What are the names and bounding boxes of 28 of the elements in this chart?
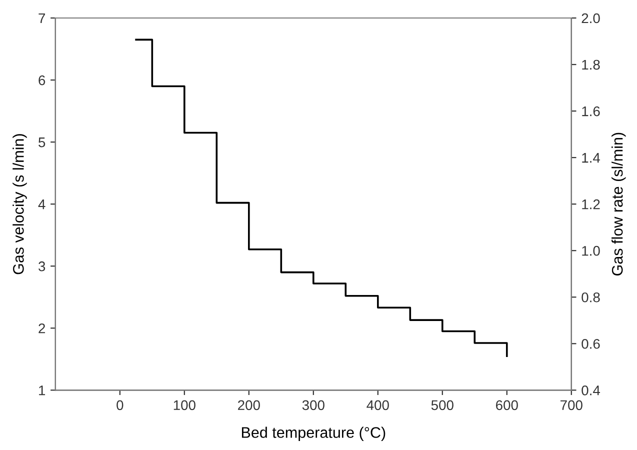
line-series — [135, 38, 508, 357]
x-tick-label: 200 — [238, 400, 260, 410]
y2-axis-title: Gas flow rate (sl/min) — [612, 132, 626, 276]
y2-tick-label: 1.8 — [582, 60, 600, 70]
x-axis-title: Bed temperature (°C) — [242, 426, 386, 441]
x-tick-label: 0 — [116, 400, 124, 410]
x-tick-label: 600 — [496, 400, 518, 410]
y2-tick-label: 2.0 — [582, 13, 600, 24]
y-tick-label: 4 — [38, 200, 46, 210]
x-tick-label: 500 — [431, 400, 454, 410]
y2-tick-label: 1.4 — [582, 153, 600, 163]
y2-tick-label: 0.8 — [582, 292, 600, 302]
y-tick-label: 7 — [38, 13, 45, 24]
y2-tick-label: 1.6 — [582, 106, 600, 116]
y-axis-title: Gas velocity (s l/min) — [12, 134, 27, 274]
y-tick-label: 5 — [38, 138, 46, 148]
x-tick-label: 700 — [560, 400, 582, 410]
x-tick-label: 100 — [174, 400, 196, 410]
x-tick-label: 400 — [366, 400, 389, 410]
y-tick-label: 1 — [39, 386, 46, 396]
x-tick-label: 300 — [302, 400, 324, 410]
y2-tick-label: 1.2 — [582, 199, 600, 210]
y-tick-label: 6 — [38, 75, 46, 86]
y2-tick-label: 1.0 — [582, 246, 600, 256]
y2-tick-label: 0.6 — [582, 338, 600, 349]
y2-tick-label: 0.4 — [582, 385, 600, 396]
y-tick-label: 2 — [38, 323, 45, 334]
y-tick-label: 3 — [38, 261, 46, 272]
